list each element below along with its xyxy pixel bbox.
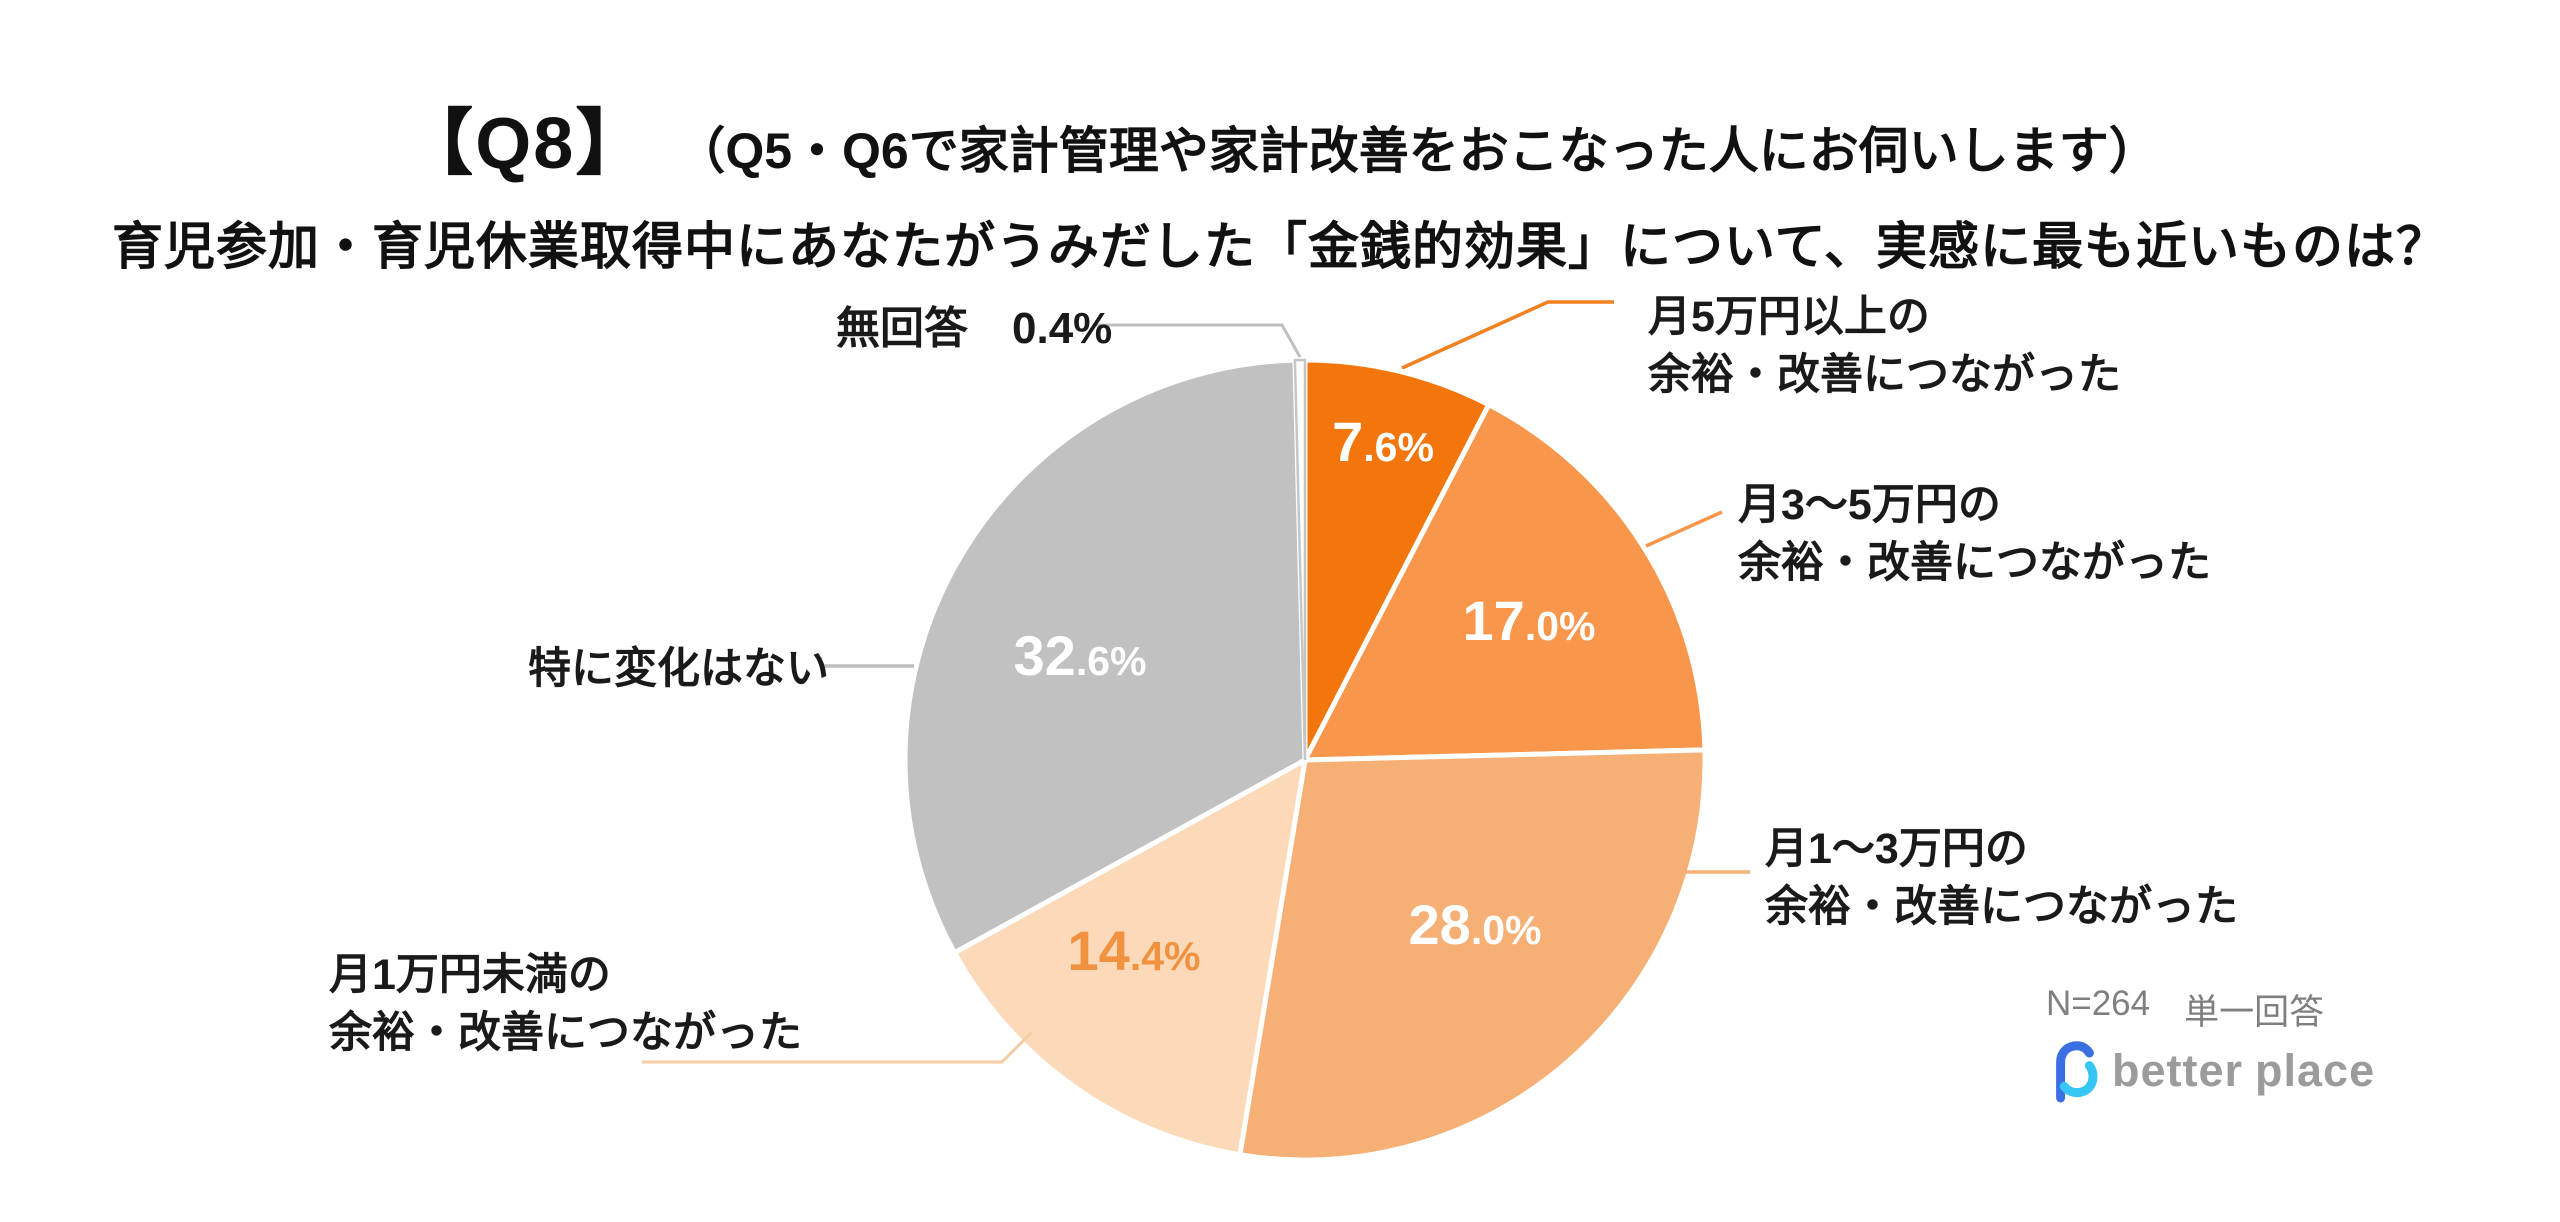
pie-slice-noanswer	[1293, 358, 1307, 761]
callout-m1to3-line2: 余裕・改善につながった	[1765, 883, 2238, 931]
callout-m3to5: 月3～5万円の 余裕・改善につながった	[1738, 476, 2211, 592]
logo-word-better: better	[2112, 1045, 2244, 1096]
title-line-1: 【Q8】 （Q5・Q6で家計管理や家計改善をおこなった人にお伺いします）	[0, 84, 2560, 189]
callout-leader-lines	[642, 300, 1750, 1064]
pie-value-labels: 7.6% 17.0% 28.0% 14.4% 32.6%	[1014, 410, 1596, 982]
pie-slices	[902, 357, 1708, 1163]
betterplace-logo-icon	[2056, 1041, 2098, 1103]
logo-word-place: place	[2255, 1045, 2376, 1096]
callout-line-under1	[642, 1030, 1034, 1064]
callout-over5-line2: 余裕・改善につながった	[1648, 351, 2121, 399]
pie-value-under1: 14.4%	[1068, 919, 1201, 982]
question-number: 【Q8】	[401, 104, 650, 184]
callout-under1-line1: 月1万円未満の	[329, 951, 611, 999]
callout-m1to3-line1: 月1～3万円の	[1765, 825, 2028, 873]
callout-noanswer-label: 無回答	[836, 304, 968, 353]
pie-value-nochange: 32.6%	[1014, 624, 1147, 687]
pie-value-over5: 7.6%	[1332, 410, 1434, 473]
callout-under1-line2: 余裕・改善につながった	[329, 1009, 802, 1057]
chart-title: 【Q8】 （Q5・Q6で家計管理や家計改善をおこなった人にお伺いします） 育児参…	[0, 84, 2560, 279]
callout-m3to5-line1: 月3～5万円の	[1738, 481, 2001, 529]
callout-m3to5-line2: 余裕・改善につながった	[1738, 539, 2211, 587]
callout-under1: 月1万円未満の 余裕・改善につながった	[329, 946, 802, 1062]
pie-slice-under1	[951, 755, 1309, 1158]
callout-over5-line1: 月5万円以上の	[1648, 293, 1930, 341]
pie-slice-nochange	[902, 357, 1308, 957]
question-condition: （Q5・Q6で家計管理や家計改善をおこなった人にお伺いします）	[675, 123, 2159, 179]
pie-slice-m1to3	[1237, 747, 1708, 1163]
question-text: 育児参加・育児休業取得中にあなたがうみだした「金銭的効果」について、実感に最も近…	[112, 218, 2448, 275]
callout-over5: 月5万円以上の 余裕・改善につながった	[1648, 288, 2121, 404]
pie-slice-m3to5	[1300, 401, 1708, 763]
callout-line-noanswer	[1093, 323, 1302, 358]
callout-nochange-line1: 特に変化はない	[528, 645, 829, 693]
callout-line-over5	[1401, 300, 1614, 370]
pie-value-m1to3: 28.0%	[1409, 893, 1542, 956]
betterplace-logo-text: better place	[2112, 1045, 2375, 1097]
betterplace-logo: better place	[2048, 1038, 2375, 1104]
callout-noanswer-value: 0.4%	[1012, 304, 1113, 353]
pie-slice-over5	[1302, 357, 1493, 762]
sample-size: N=264	[2046, 984, 2151, 1023]
sample-info: N=264 単一回答	[2046, 984, 2324, 1035]
pie-value-m3to5: 17.0%	[1463, 589, 1596, 652]
callout-m1to3: 月1～3万円の 余裕・改善につながった	[1765, 820, 2238, 936]
answer-type: 単一回答	[2184, 993, 2325, 1032]
callout-nochange: 特に変化はない	[528, 640, 829, 698]
callout-noanswer: 無回答 0.4%	[836, 300, 1112, 358]
callout-line-m3to5	[1645, 510, 1723, 548]
